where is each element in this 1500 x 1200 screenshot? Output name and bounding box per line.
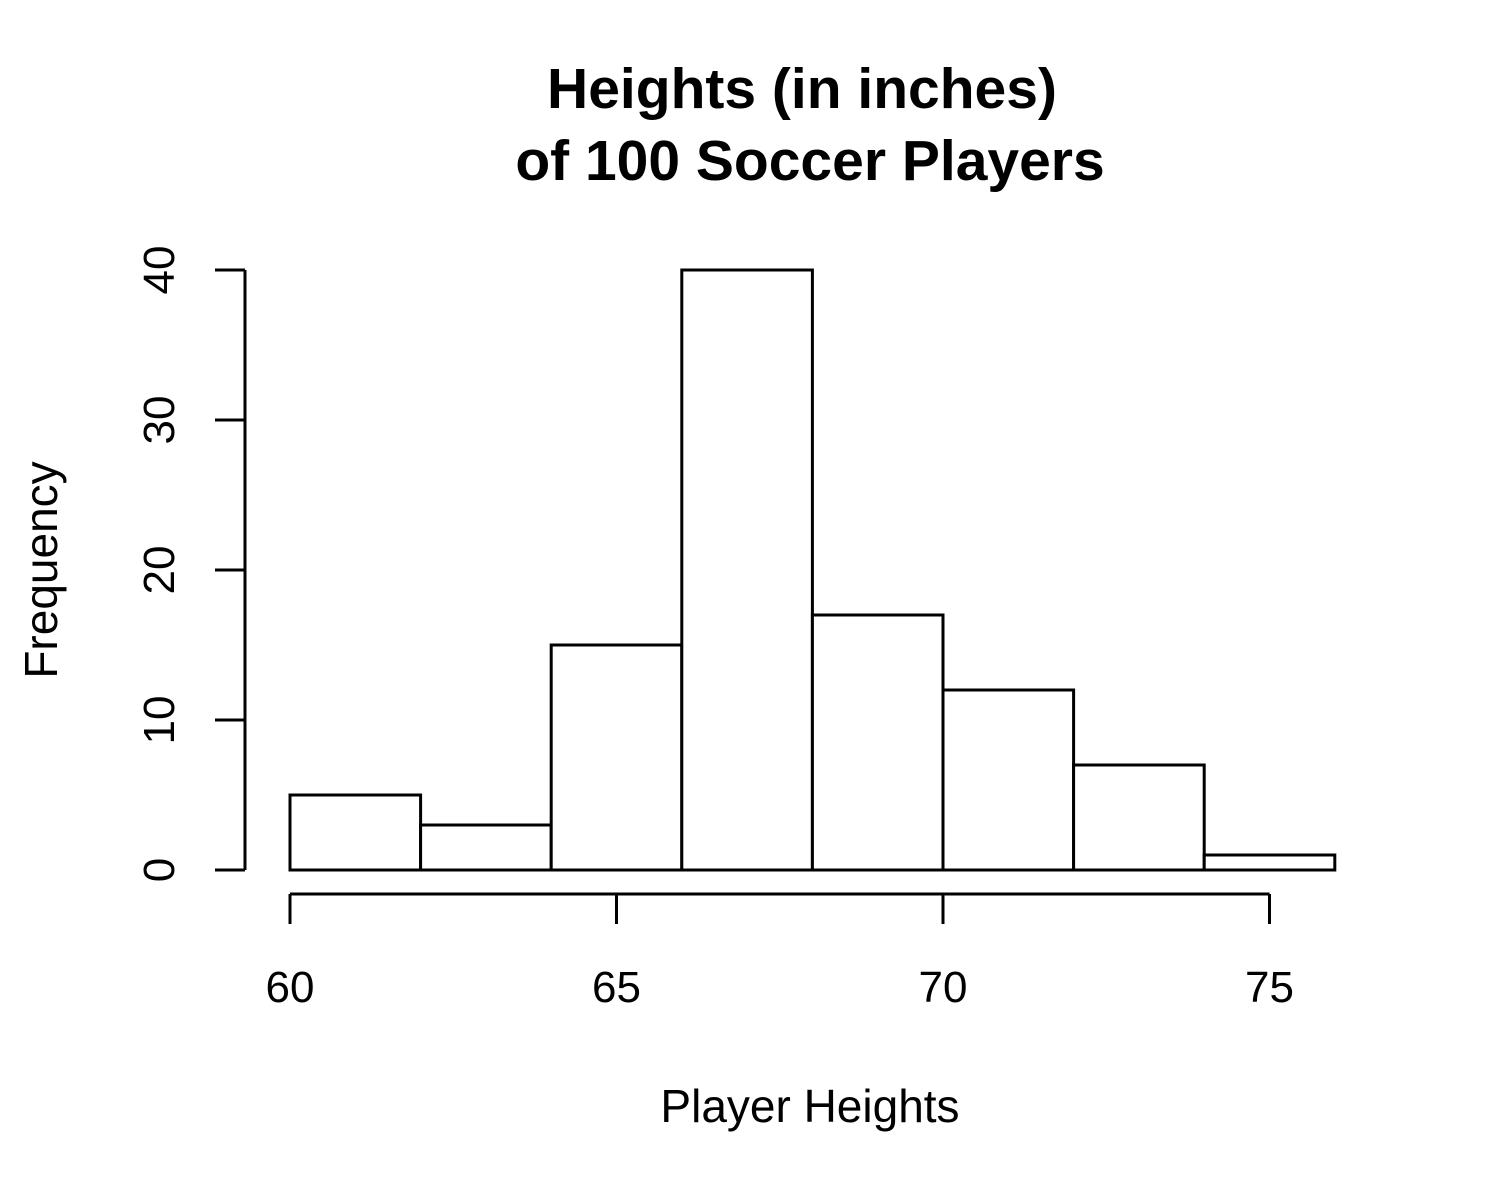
histogram-bar-5 (810, 613, 945, 872)
histogram-bar-6 (941, 688, 1076, 872)
y-tick-label-10: 10 (135, 696, 184, 745)
x-tick-label-60: 60 (266, 963, 315, 1012)
y-tick-label-20: 20 (135, 546, 184, 595)
x-tick-label-65: 65 (592, 963, 641, 1012)
x-tick-label-75: 75 (1245, 963, 1294, 1012)
y-tick-label-30: 30 (135, 396, 184, 445)
chart-title-line-2: of 100 Soccer Players (515, 129, 1104, 193)
x-axis-label: Player Heights (660, 1080, 959, 1132)
chart-title-line-1: Heights (in inches) (547, 57, 1057, 121)
y-axis-label: Frequency (15, 461, 67, 678)
x-tick-label-70: 70 (919, 963, 968, 1012)
histogram-bar-1 (288, 793, 423, 872)
histogram-bar-7 (1072, 763, 1206, 872)
x-axis: 60 65 70 75 (266, 892, 1294, 1012)
y-tick-label-0: 0 (135, 858, 184, 882)
bars-group (288, 268, 1337, 872)
histogram-bar-3 (549, 643, 684, 872)
y-axis: 0 10 20 30 40 (135, 246, 247, 882)
histogram-bar-8 (1202, 853, 1337, 872)
histogram-bar-2 (419, 823, 553, 872)
histogram-bar-4 (680, 268, 814, 872)
y-tick-label-40: 40 (135, 246, 184, 295)
